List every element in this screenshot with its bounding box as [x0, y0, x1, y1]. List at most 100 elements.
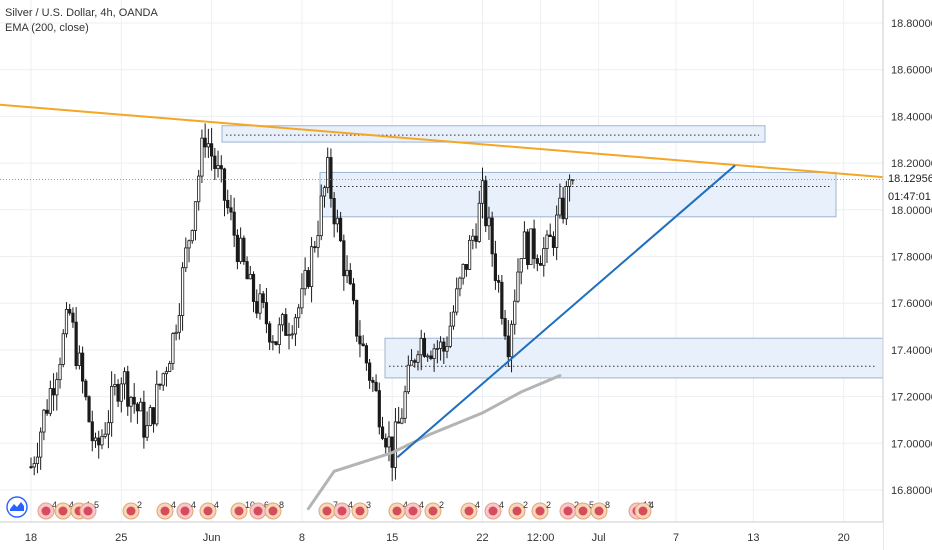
candle-body [351, 283, 356, 301]
candle-body [190, 230, 194, 242]
time-tick-label: 8 [299, 532, 305, 544]
trendlines[interactable] [0, 103, 884, 459]
candle-body [35, 456, 40, 464]
candle-body [303, 270, 307, 290]
candle-body [97, 437, 101, 446]
candle-body [248, 273, 252, 280]
candle-body [555, 214, 559, 248]
candle-body [235, 234, 239, 262]
candle-body [42, 409, 46, 433]
candle-body [455, 288, 459, 313]
candle-body [548, 234, 552, 237]
candle-body [242, 237, 246, 262]
candle-body [226, 199, 230, 209]
price-tick-label: 16.80000 [891, 485, 932, 497]
candle-body [497, 280, 501, 283]
candle-body [93, 437, 98, 442]
candle-body [371, 379, 375, 383]
price-tick-label: 18.60000 [891, 65, 932, 77]
price-tick-label: 17.40000 [891, 345, 932, 357]
candle-body [487, 217, 491, 227]
time-tick-label: 22 [476, 532, 488, 544]
event-count-label: 6 [264, 500, 269, 510]
candle-body [516, 271, 520, 302]
time-tick-label: 20 [838, 532, 850, 544]
time-tick-label: 15 [386, 532, 398, 544]
candle-body [364, 345, 369, 364]
candle-body [445, 345, 449, 352]
candle-body [467, 239, 472, 270]
candle-body [71, 312, 75, 323]
candle-body [84, 380, 88, 398]
candle-body [316, 235, 320, 248]
ema-200-line [306, 374, 562, 511]
orange-resistance-trendline[interactable] [0, 103, 884, 179]
candle-body [251, 273, 256, 302]
event-flag-dot-icon [41, 506, 51, 516]
candle-body [116, 384, 120, 402]
event-flag-dot-icon [512, 506, 522, 516]
candle-body [284, 314, 288, 336]
event-count-label: 10 [245, 500, 255, 510]
candle-body [564, 186, 568, 220]
candle-body [126, 371, 130, 407]
candle-body [293, 317, 298, 335]
economic-events-row[interactable]: 4445244410687434424422258114 [37, 500, 654, 520]
event-count-label: 4 [191, 500, 196, 510]
candle-body [77, 352, 81, 367]
bar-countdown-label: 01:47:01 [884, 190, 932, 204]
event-count-label: 4 [403, 500, 408, 510]
time-axis-background [0, 522, 883, 550]
candle-body [90, 421, 94, 442]
tradingview-logo-icon[interactable] [6, 496, 28, 518]
event-count-label: 2 [439, 500, 444, 510]
symbol-title: Silver / U.S. Dollar, 4h, OANDA [5, 7, 158, 19]
candle-body [368, 362, 372, 381]
event-flag-dot-icon [355, 506, 365, 516]
candle-body [561, 197, 565, 220]
candle-body [503, 318, 507, 337]
candle-body [145, 425, 149, 438]
price-tick-label: 18.20000 [891, 158, 932, 170]
candle-body [358, 335, 362, 345]
candle-body [567, 179, 572, 187]
candle-body [393, 421, 398, 468]
candle-body [355, 299, 359, 337]
candle-body [374, 381, 378, 391]
candle-body [538, 263, 543, 266]
event-count-label: 4 [214, 500, 219, 510]
time-axis[interactable]: 18 25 Jun 8 15 22 12:00 Jul 7 13 20 [0, 521, 883, 550]
event-flag-dot-icon [234, 506, 244, 516]
candle-body [151, 407, 156, 425]
candle-body [64, 308, 69, 335]
candle-body [384, 438, 388, 448]
price-tick-label: 17.60000 [891, 298, 932, 310]
candle-body [422, 338, 427, 357]
candle-body [264, 302, 269, 325]
candle-body [300, 288, 304, 309]
candle-body [429, 355, 433, 359]
candle-body [161, 373, 165, 386]
candle-body [519, 258, 523, 273]
candle-body [32, 463, 36, 468]
time-tick-label: Jun [203, 532, 221, 544]
candle-body [458, 277, 462, 290]
candle-body [332, 198, 336, 225]
event-count-label: 3 [366, 500, 371, 510]
event-flag-dot-icon [408, 506, 418, 516]
event-flag-dot-icon [594, 506, 604, 516]
candle-body [464, 264, 468, 270]
time-tick-label: 18 [25, 532, 37, 544]
candle-body [274, 341, 278, 345]
candle-body [229, 207, 233, 213]
candle-body [406, 364, 410, 393]
candle-body [106, 422, 110, 435]
candle-body [426, 355, 430, 358]
blue-support-trendline[interactable] [396, 164, 736, 459]
event-flag-dot-icon [428, 506, 438, 516]
candle-body [129, 396, 133, 407]
candle-body [306, 270, 310, 287]
candle-body [409, 360, 414, 366]
